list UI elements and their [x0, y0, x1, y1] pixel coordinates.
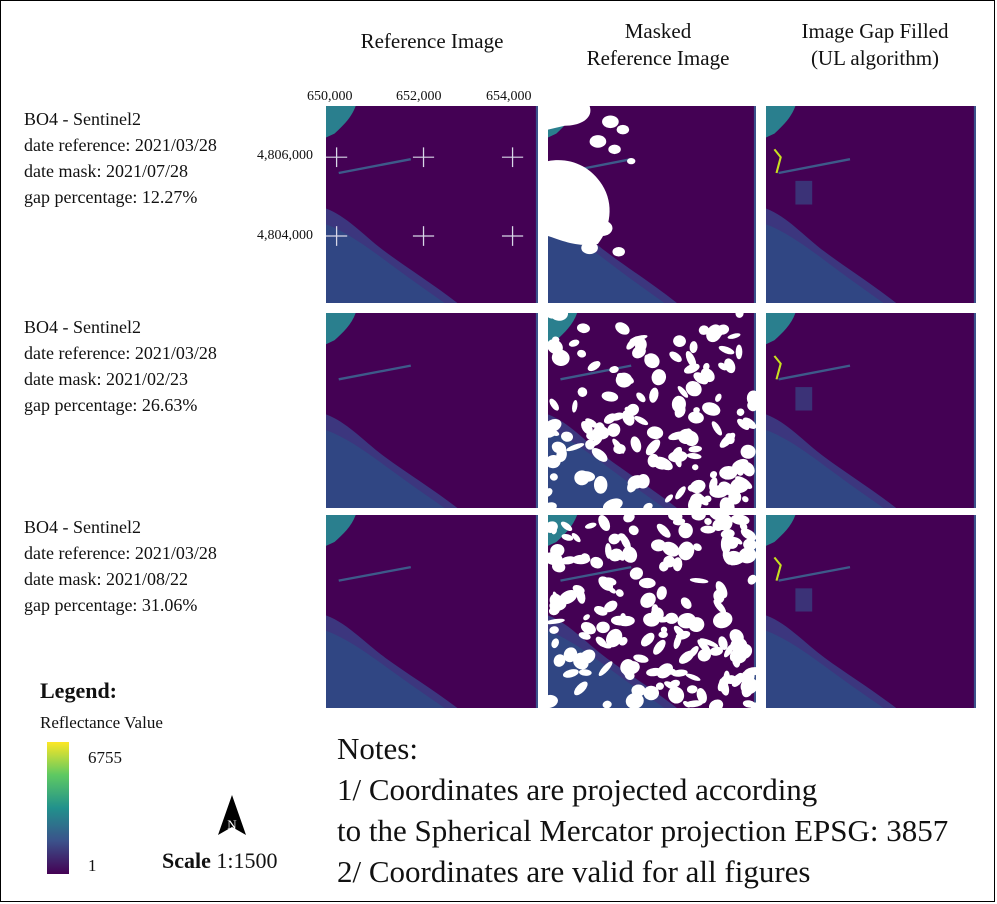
- satellite-image: [548, 106, 756, 303]
- row-info-3: BO4 - Sentinel2 date reference: 2021/03/…: [24, 514, 217, 618]
- image-panel-reference-row-3: [326, 515, 538, 708]
- y-tick-4806000: 4,806,000: [257, 148, 313, 163]
- note-line-1: 1/ Coordinates are projected according: [337, 772, 818, 807]
- row-gap-percentage: gap percentage: 12.27%: [24, 187, 198, 207]
- image-panel-reference-row-2: [326, 313, 538, 508]
- image-panel-masked-row-2: [548, 313, 756, 508]
- row-gap-percentage: gap percentage: 31.06%: [24, 595, 198, 615]
- row-site: BO4 - Sentinel2: [24, 517, 141, 537]
- satellite-image: [766, 515, 976, 708]
- column-title-gap-filled: Image Gap Filled (UL algorithm): [801, 19, 949, 70]
- column-title-masked: Masked Reference Image: [586, 19, 730, 70]
- row-date-reference: date reference: 2021/03/28: [24, 135, 217, 155]
- image-panel-masked-row-3: [548, 515, 756, 708]
- row-site: BO4 - Sentinel2: [24, 317, 141, 337]
- scale-label: Scale: [162, 848, 211, 873]
- north-arrow-icon: N: [216, 795, 248, 837]
- row-date-reference: date reference: 2021/03/28: [24, 343, 217, 363]
- reflectance-colorbar: [47, 742, 69, 874]
- note-line-2: to the Spherical Mercator projection EPS…: [337, 813, 949, 848]
- row-date-mask: date mask: 2021/07/28: [24, 161, 188, 181]
- x-tick-652000: 652,000: [396, 89, 442, 104]
- colorbar-min-label: 1: [88, 856, 97, 875]
- x-tick-650000: 650,000: [307, 89, 353, 104]
- row-date-mask: date mask: 2021/02/23: [24, 369, 188, 389]
- row-gap-percentage: gap percentage: 26.63%: [24, 395, 198, 415]
- image-panel-masked-row-1: [548, 106, 756, 303]
- satellite-image: [326, 515, 538, 708]
- satellite-image: [548, 313, 756, 508]
- colorbar-max-label: 6755: [88, 748, 122, 767]
- satellite-image: [326, 313, 538, 508]
- row-info-2: BO4 - Sentinel2 date reference: 2021/03/…: [24, 314, 217, 418]
- image-panel-gap-filled-row-3: [766, 515, 976, 708]
- image-panel-reference-row-1: [326, 106, 538, 303]
- notes-title: Notes:: [337, 731, 418, 766]
- image-panel-gap-filled-row-1: [766, 106, 976, 303]
- row-site: BO4 - Sentinel2: [24, 109, 141, 129]
- y-tick-4804000: 4,804,000: [257, 228, 313, 243]
- north-label: N: [227, 817, 237, 832]
- legend-title: Legend:: [40, 678, 117, 703]
- column-title-reference: Reference Image: [360, 29, 504, 53]
- legend-subtitle: Reflectance Value: [40, 713, 163, 732]
- satellite-image: [766, 313, 976, 508]
- satellite-image: [326, 106, 538, 303]
- row-date-mask: date mask: 2021/08/22: [24, 569, 188, 589]
- x-tick-654000: 654,000: [486, 89, 532, 104]
- satellite-image: [766, 106, 976, 303]
- scale-value: 1:1500: [216, 848, 278, 873]
- notes-block: Notes: 1/ Coordinates are projected acco…: [337, 728, 948, 892]
- row-date-reference: date reference: 2021/03/28: [24, 543, 217, 563]
- note-line-3: 2/ Coordinates are valid for all figures: [337, 854, 811, 889]
- row-info-1: BO4 - Sentinel2 date reference: 2021/03/…: [24, 106, 217, 210]
- satellite-image: [548, 515, 756, 708]
- image-panel-gap-filled-row-2: [766, 313, 976, 508]
- scale-text: Scale 1:1500: [162, 848, 278, 874]
